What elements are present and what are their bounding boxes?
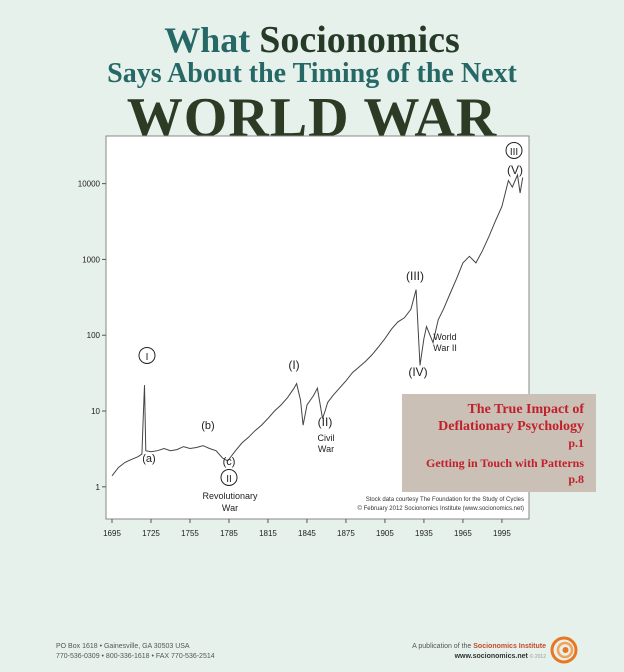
annotation-label: (V) <box>507 163 523 177</box>
annotation-label: (I) <box>288 358 299 372</box>
annotation-label: III <box>510 147 518 158</box>
axes: 1695 1725 1755 1785 1815 1845 1875 1905 1935 1965… <box>78 180 512 538</box>
x-tick-label: 1905 <box>376 529 394 538</box>
article-2-title[interactable]: Getting in Touch with Patterns <box>425 456 584 470</box>
source-line-2: © February 2012 Socionomics Institute (w… <box>358 505 525 512</box>
article-1-title-line-2[interactable]: Deflationary Psychology <box>438 419 584 434</box>
footer-institute: Socionomics Institute <box>473 643 546 650</box>
annotation-label: (c) <box>223 456 236 468</box>
x-tick-label: 1755 <box>181 529 199 538</box>
contents-panel: The True Impact of Deflationary Psycholo… <box>402 394 596 492</box>
annotation-label: War <box>222 503 238 513</box>
article-1-page: p.1 <box>568 436 584 450</box>
series-line <box>111 173 524 477</box>
annotation-label: War II <box>433 343 457 353</box>
title-word-what: What <box>164 20 251 60</box>
y-tick-label: 1 <box>96 483 101 492</box>
x-tick-label: 1785 <box>220 529 238 538</box>
annotation-label: War <box>318 444 334 454</box>
x-tick-label: 1845 <box>298 529 316 538</box>
annotation-circle <box>138 346 156 364</box>
x-tick-label: 1935 <box>415 529 433 538</box>
annotation-label: II <box>226 474 232 485</box>
annotation-label: (II) <box>318 415 333 429</box>
footer-copyright: © 2012 <box>529 654 546 660</box>
title-line-1: What Socionomics <box>0 18 624 62</box>
annotation-label: (III) <box>406 269 424 283</box>
x-tick-label: 1995 <box>493 529 511 538</box>
annotation-label: Revolutionary <box>202 491 258 501</box>
annotation-label: (b) <box>201 420 214 432</box>
footer-publisher-block: A publication of the Socionomics Institu… <box>412 642 546 662</box>
footer-publication-prefix: A publication of the <box>412 643 474 650</box>
annotation-circle <box>505 141 523 159</box>
footer-address-block: PO Box 1618 • Gainesville, GA 30503 USA … <box>56 642 215 662</box>
annotation-circle <box>220 468 238 486</box>
article-2-page: p.8 <box>568 472 584 486</box>
title-word-socionomics: Socionomics <box>259 19 460 61</box>
y-tick-label: 10000 <box>78 180 101 189</box>
x-tick-label: 1695 <box>103 529 121 538</box>
x-tick-label: 1815 <box>259 529 277 538</box>
footer-address: PO Box 1618 • Gainesville, GA 30503 USA <box>56 643 190 650</box>
annotation-label: (a) <box>142 453 155 465</box>
footer-phones: 770-536-0309 • 800-336-1618 • FAX 770-53… <box>56 653 215 660</box>
x-tick-label: 1725 <box>142 529 160 538</box>
annotation-label: World <box>433 332 456 342</box>
footer-website[interactable]: www.socionomics.net <box>454 653 528 660</box>
y-tick-label: 100 <box>87 331 101 340</box>
annotation-label: I <box>146 352 149 363</box>
annotation-label: (IV) <box>408 365 427 379</box>
title-line-2: Says About the Timing of the Next <box>107 58 517 89</box>
y-tick-label: 1000 <box>82 255 100 264</box>
annotation-label: Civil <box>318 433 335 443</box>
article-1-title-line-1[interactable]: The True Impact of <box>467 402 584 417</box>
y-tick-label: 10 <box>91 407 100 416</box>
socionomics-logo-icon <box>550 636 578 664</box>
annotations: I (a) (b) (c) II Revolutionary War (I) (II) Civil… <box>138 141 523 513</box>
x-tick-label: 1965 <box>454 529 472 538</box>
source-line-1: Stock data courtesy The Foundation for t… <box>366 497 524 503</box>
x-tick-label: 1875 <box>337 529 355 538</box>
